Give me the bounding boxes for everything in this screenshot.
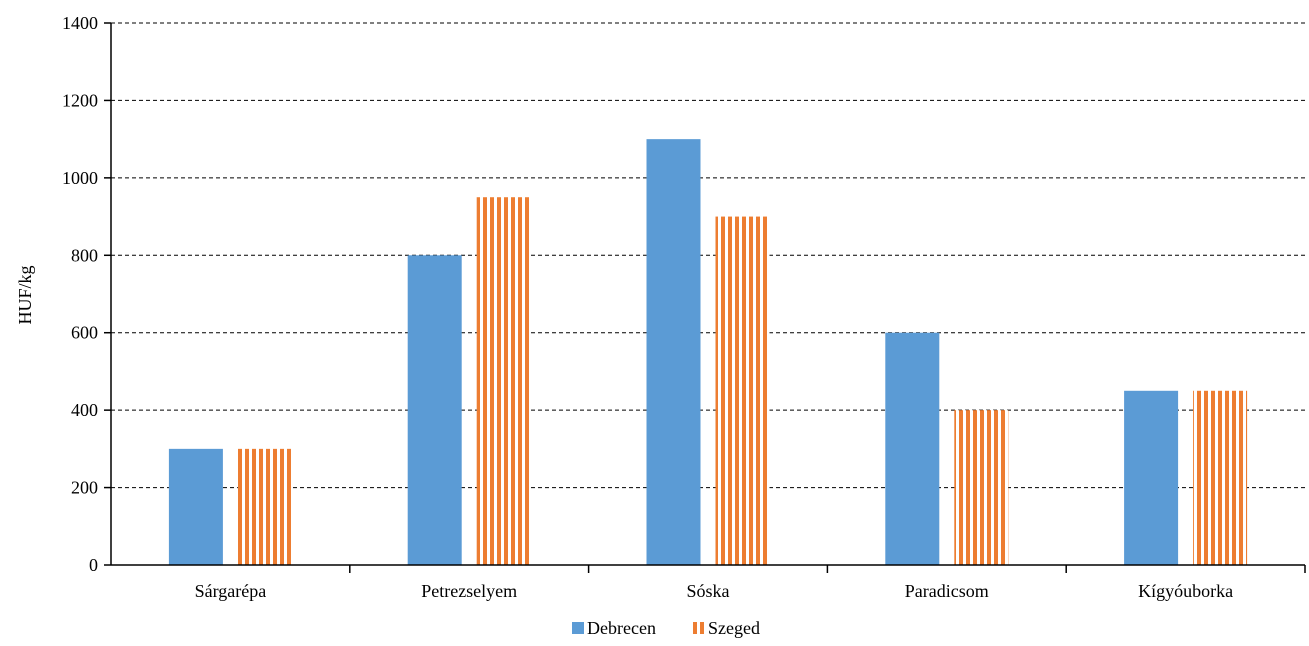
axes bbox=[104, 22, 1306, 573]
y-tick-label: 600 bbox=[71, 323, 98, 343]
legend-label-szeged: Szeged bbox=[708, 618, 760, 638]
y-tick-label: 1000 bbox=[62, 168, 98, 188]
legend-swatch-debrecen bbox=[572, 622, 584, 634]
y-tick-label: 0 bbox=[89, 555, 98, 575]
y-axis-title: HUF/kg bbox=[15, 265, 35, 324]
y-tick-label: 1400 bbox=[62, 13, 98, 33]
y-tick-label: 200 bbox=[71, 478, 98, 498]
legend-label-debrecen: Debrecen bbox=[587, 618, 656, 638]
x-tick-label: Petrezselyem bbox=[421, 581, 517, 601]
legend: Debrecen Szeged bbox=[572, 618, 760, 638]
bar-szeged-2 bbox=[715, 216, 770, 566]
x-tick-label: Sárgarépa bbox=[195, 581, 267, 601]
bar-szeged-0 bbox=[237, 448, 292, 565]
legend-swatch-szeged bbox=[693, 622, 705, 634]
x-tick-label: Paradicsom bbox=[905, 581, 989, 601]
bar-debrecen-4 bbox=[1124, 390, 1179, 565]
bar-debrecen-0 bbox=[168, 448, 223, 565]
y-tick-label: 1200 bbox=[62, 90, 98, 110]
x-tick-label: Kígyóuborka bbox=[1138, 581, 1233, 601]
bar-debrecen-2 bbox=[646, 139, 701, 565]
bars bbox=[168, 139, 1248, 566]
bar-debrecen-3 bbox=[885, 332, 940, 565]
y-tick-label: 400 bbox=[71, 400, 98, 420]
bar-szeged-4 bbox=[1193, 390, 1248, 565]
x-tick-label: Sóska bbox=[686, 581, 729, 601]
bar-debrecen-1 bbox=[407, 255, 462, 566]
bar-szeged-1 bbox=[476, 197, 531, 565]
y-tick-label: 800 bbox=[71, 245, 98, 265]
axis-labels: 0 200 400 600 800 1000 1200 1400 Sárgarépa Petrez… bbox=[62, 13, 1233, 601]
gridlines bbox=[111, 22, 1305, 489]
bar-szeged-3 bbox=[954, 410, 1009, 565]
